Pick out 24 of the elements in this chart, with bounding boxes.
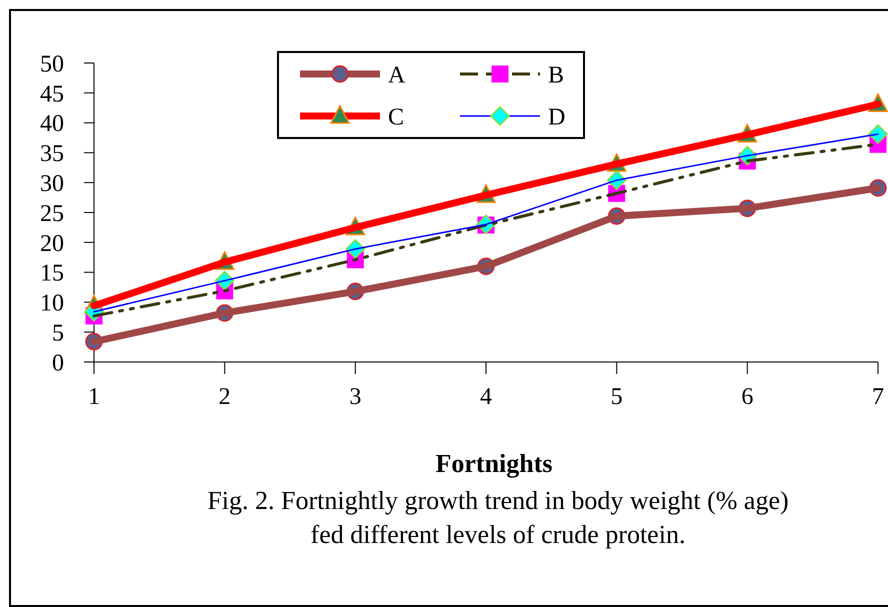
x-tick-label: 4	[480, 384, 492, 410]
y-tick-label: 40	[40, 111, 64, 138]
x-tick-label: 1	[88, 384, 100, 410]
legend-label: B	[548, 62, 564, 88]
caption: Fig. 2. Fortnightly growth trend in body weight (% age) fed different levels of crude protein.	[206, 485, 790, 551]
x-tick-label: 3	[349, 384, 362, 410]
y-tick-label: 35	[40, 141, 64, 168]
y-tick-label: 25	[40, 200, 64, 227]
x-tick-label: 7	[872, 384, 884, 410]
legend-label: A	[388, 62, 406, 88]
y-tick-label: 5	[52, 320, 64, 346]
y-tick-label: 10	[40, 290, 64, 317]
y-tick-label: 30	[40, 171, 64, 197]
y-tick-label: 45	[40, 81, 64, 108]
x-axis-title: Fortnights	[436, 449, 552, 478]
legend-label: D	[548, 104, 566, 130]
x-tick-label: 2	[218, 384, 231, 410]
y-tick-label: 20	[40, 230, 64, 257]
y-tick-label: 15	[40, 260, 64, 287]
legend-label: C	[388, 104, 404, 130]
x-tick-label: 5	[610, 384, 623, 410]
y-tick-label: 50	[40, 51, 64, 78]
x-tick-label: 6	[741, 384, 754, 410]
y-tick-label: 0	[52, 350, 64, 376]
